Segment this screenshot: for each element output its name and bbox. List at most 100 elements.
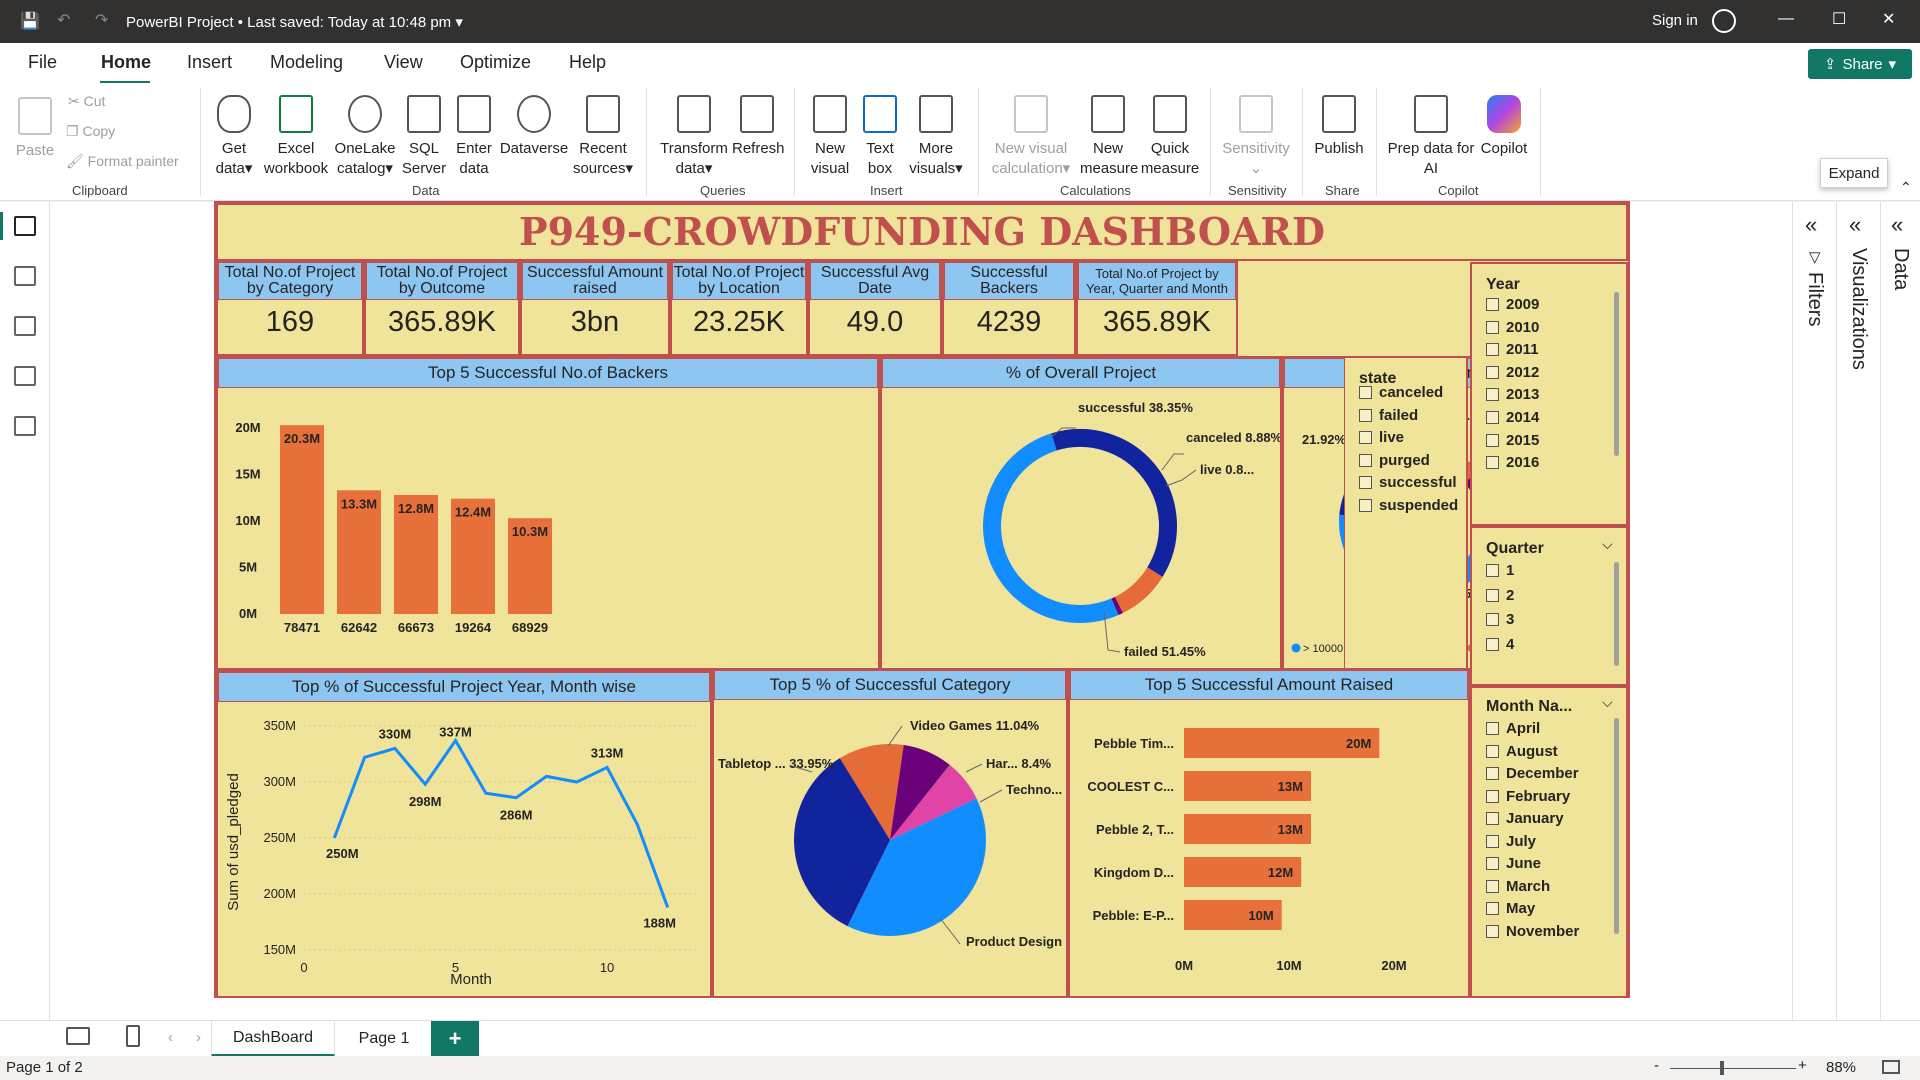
quick-measure-button[interactable]: Quick measure xyxy=(1140,95,1200,179)
yearmonth-line-chart[interactable]: 150M200M250M300M350M0 5 10250M330M298M337M… xyxy=(218,702,710,996)
excel-workbook-button[interactable]: Excel workbook xyxy=(262,95,330,179)
save-icon[interactable]: 💾 xyxy=(20,11,40,31)
checkbox[interactable] xyxy=(1359,454,1372,467)
slicer-item-canceled[interactable]: canceled xyxy=(1379,384,1443,401)
slicer-item-3[interactable]: 3 xyxy=(1506,611,1514,628)
slicer-item-purged[interactable]: purged xyxy=(1379,452,1430,469)
kpi-card[interactable]: Successful Avg Date 49.0 xyxy=(808,260,942,356)
sign-in-link[interactable]: Sign in xyxy=(1652,12,1698,29)
dax-query-view-icon[interactable] xyxy=(14,366,36,386)
slicer-item-april[interactable]: April xyxy=(1506,720,1540,737)
slicer-item-4[interactable]: 4 xyxy=(1506,636,1514,653)
publish-button[interactable]: Publish xyxy=(1312,95,1366,159)
state-slicer[interactable]: state canceled failed live purged successful… xyxy=(1344,356,1468,670)
checkbox[interactable] xyxy=(1486,411,1499,424)
menu-file[interactable]: File xyxy=(28,52,57,73)
checkbox[interactable] xyxy=(1486,835,1499,848)
tab-scroll-left-icon[interactable]: ‹ xyxy=(168,1029,173,1046)
amount-chart-panel[interactable]: Top 5 Successful Amount Raised Pebble Ti… xyxy=(1068,668,1470,998)
backers-chart-panel[interactable]: Top 5 Successful No.of Backers 0M 5M 10M 15… xyxy=(216,356,880,670)
checkbox[interactable] xyxy=(1486,812,1499,825)
slicer-item-2011[interactable]: 2011 xyxy=(1506,341,1539,358)
checkbox[interactable] xyxy=(1486,456,1499,469)
visualizations-pane-label[interactable]: Visualizations xyxy=(1847,248,1870,370)
slicer-item-august[interactable]: August xyxy=(1506,743,1558,760)
slicer-item-live[interactable]: live xyxy=(1379,429,1404,446)
checkbox[interactable] xyxy=(1486,564,1499,577)
share-button[interactable]: ⇪ Share ▾ xyxy=(1808,49,1912,79)
copy-button[interactable]: ❐ Copy xyxy=(66,123,115,140)
backers-bar-chart[interactable]: 0M 5M 10M 15M 20M 20.3M 78471 13.3M 62642 12.8M 66… xyxy=(218,388,878,668)
filters-pane-collapsed[interactable]: « ▽ Filters xyxy=(1793,202,1837,1020)
dataverse-button[interactable]: Dataverse xyxy=(498,95,570,159)
checkbox[interactable] xyxy=(1486,902,1499,915)
zoom-in-button[interactable]: + xyxy=(1798,1057,1807,1074)
new-visual-calculation-button[interactable]: New visual calculation▾ xyxy=(988,95,1074,179)
checkbox[interactable] xyxy=(1359,499,1372,512)
zoom-level[interactable]: 88% xyxy=(1826,1059,1856,1076)
maximize-icon[interactable]: ☐ xyxy=(1832,9,1846,29)
slicer-item-2012[interactable]: 2012 xyxy=(1506,364,1539,381)
slicer-item-july[interactable]: July xyxy=(1506,833,1536,850)
prep-data-for-ai-button[interactable]: Prep data for AI xyxy=(1386,95,1476,179)
overall-chart-panel[interactable]: % of Overall Project successful 38.35% ca… xyxy=(880,356,1282,670)
slicer-item-successful[interactable]: successful xyxy=(1379,474,1457,491)
checkbox[interactable] xyxy=(1486,366,1499,379)
checkbox[interactable] xyxy=(1486,613,1499,626)
slicer-item-failed[interactable]: failed xyxy=(1379,407,1418,424)
scrollbar[interactable] xyxy=(1614,562,1619,666)
close-icon[interactable]: ✕ xyxy=(1882,9,1895,29)
model-view-icon[interactable] xyxy=(14,316,36,336)
slicer-item-december[interactable]: December xyxy=(1506,765,1579,782)
text-box-button[interactable]: Text box xyxy=(858,95,902,179)
tab-scroll-right-icon[interactable]: › xyxy=(196,1029,201,1046)
copilot-button[interactable]: Copilot xyxy=(1476,95,1532,159)
checkbox[interactable] xyxy=(1486,790,1499,803)
scrollbar[interactable] xyxy=(1614,292,1619,456)
menu-view[interactable]: View xyxy=(384,52,423,73)
slicer-item-2[interactable]: 2 xyxy=(1506,587,1514,604)
slicer-item-2009[interactable]: 2009 xyxy=(1506,296,1539,313)
recent-sources-button[interactable]: Recent sources▾ xyxy=(570,95,636,179)
sql-server-button[interactable]: SQL Server xyxy=(400,95,448,179)
overall-donut-chart[interactable]: successful 38.35% canceled 8.88% live 0.8.… xyxy=(882,388,1280,668)
report-view-icon[interactable] xyxy=(14,216,36,236)
mobile-layout-icon[interactable] xyxy=(126,1025,140,1047)
scrollbar[interactable] xyxy=(1614,718,1619,934)
onelake-catalog-button[interactable]: OneLake catalog▾ xyxy=(332,95,398,179)
checkbox[interactable] xyxy=(1486,638,1499,651)
checkbox[interactable] xyxy=(1359,409,1372,422)
slicer-item-2015[interactable]: 2015 xyxy=(1506,432,1539,449)
table-view-icon[interactable] xyxy=(14,266,36,286)
slicer-item-2014[interactable]: 2014 xyxy=(1506,409,1539,426)
visualizations-pane-collapsed[interactable]: « Visualizations xyxy=(1837,202,1881,1020)
checkbox[interactable] xyxy=(1486,722,1499,735)
paste-button[interactable]: Paste xyxy=(14,97,56,161)
checkbox[interactable] xyxy=(1486,434,1499,447)
menu-help[interactable]: Help xyxy=(569,52,606,73)
more-visuals-button[interactable]: More visuals▾ xyxy=(906,95,966,179)
checkbox[interactable] xyxy=(1486,298,1499,311)
slicer-item-2010[interactable]: 2010 xyxy=(1506,319,1539,336)
zoom-slider-thumb[interactable] xyxy=(1720,1061,1724,1075)
menu-insert[interactable]: Insert xyxy=(187,52,232,73)
slicer-item-2013[interactable]: 2013 xyxy=(1506,386,1539,403)
transform-data-button[interactable]: Transform data▾ xyxy=(658,95,730,179)
yearmonth-chart-panel[interactable]: Top % of Successful Project Year, Month … xyxy=(216,670,712,998)
checkbox[interactable] xyxy=(1486,343,1499,356)
menu-modeling[interactable]: Modeling xyxy=(270,52,343,73)
quarter-slicer[interactable]: Quarter ⌵ 1 2 3 4 xyxy=(1470,526,1628,686)
menu-home[interactable]: Home xyxy=(101,52,151,73)
expand-filters-icon[interactable]: « xyxy=(1805,212,1817,238)
data-pane-label[interactable]: Data xyxy=(1889,248,1912,290)
get-data-button[interactable]: Get data▾ xyxy=(208,95,260,179)
checkbox[interactable] xyxy=(1486,857,1499,870)
checkbox[interactable] xyxy=(1486,767,1499,780)
checkbox[interactable] xyxy=(1486,925,1499,938)
year-slicer[interactable]: Year 2009 2010 2011 2012 2013 2014 2015 2016 xyxy=(1470,262,1628,526)
expand-data-icon[interactable]: « xyxy=(1891,212,1903,238)
kpi-card[interactable]: Total No.of Project by Year, Quarter and… xyxy=(1076,260,1238,356)
kpi-card[interactable]: Total No.of Project by Location 23.25K xyxy=(670,260,808,356)
kpi-card[interactable]: Successful Backers 4239 xyxy=(942,260,1076,356)
sensitivity-button[interactable]: Sensitivity ⌄ xyxy=(1220,95,1292,179)
